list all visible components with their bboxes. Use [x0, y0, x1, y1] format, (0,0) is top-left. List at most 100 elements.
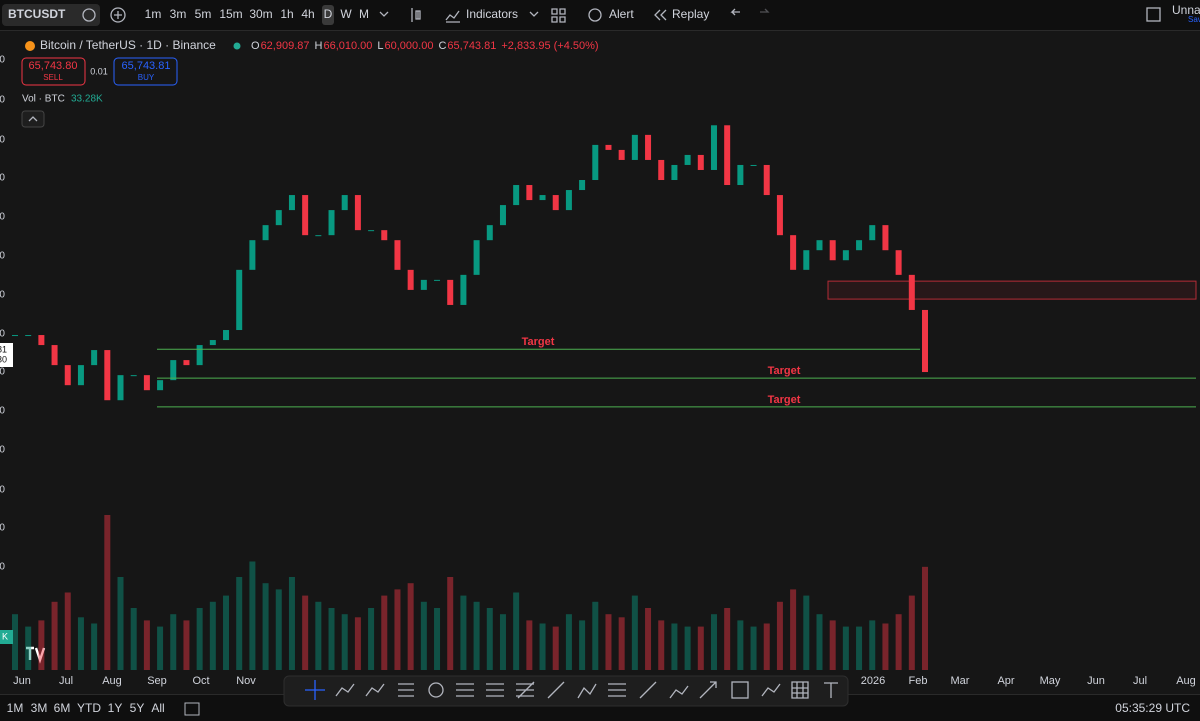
collapse-button[interactable]: [21, 110, 45, 128]
drawing-toolbar: [283, 675, 849, 707]
interval[interactable]: 30m: [249, 7, 272, 21]
volume-bar: [288, 577, 295, 670]
buy-label: BUY: [138, 73, 155, 82]
candle: [526, 185, 533, 201]
candle: [447, 279, 454, 305]
candle: [236, 269, 243, 331]
ohlc-value: 62,909.87: [261, 40, 310, 52]
candle: [684, 154, 691, 165]
replay-icon[interactable]: [654, 9, 667, 21]
interval[interactable]: M: [359, 7, 369, 21]
alert[interactable]: Alert: [609, 7, 634, 21]
volume-bar: [684, 626, 691, 670]
sell-label: SELL: [43, 73, 63, 82]
chevron[interactable]: [529, 11, 539, 17]
x-tick-label: Mar: [951, 675, 970, 687]
candle: [394, 240, 401, 270]
range-button[interactable]: 5Y: [130, 701, 145, 715]
volume-bar: [895, 614, 902, 670]
interval[interactable]: D: [324, 7, 333, 21]
interval[interactable]: 3m: [170, 7, 187, 21]
candle: [631, 134, 638, 160]
interval[interactable]: 1h: [280, 7, 293, 21]
volume-bar: [38, 620, 45, 670]
axis-fragment: 00: [0, 445, 5, 456]
candle: [869, 225, 876, 241]
candle: [341, 195, 348, 211]
target-label: Target: [768, 394, 801, 406]
drawing-tools[interactable]: [305, 680, 838, 700]
range-button[interactable]: 6M: [54, 701, 71, 715]
save-state: Sav: [1188, 15, 1200, 24]
volume-bar: [882, 623, 889, 670]
undo-icon[interactable]: [730, 8, 740, 16]
volume-bar: [605, 614, 612, 670]
interval[interactable]: 15m: [219, 7, 242, 21]
interval[interactable]: W: [340, 7, 352, 21]
x-tick-label: Aug: [1176, 675, 1196, 687]
icon[interactable]: [82, 8, 96, 22]
candle: [895, 250, 902, 275]
symbol-box[interactable]: [2, 4, 100, 26]
x-tick-label: Feb: [909, 675, 928, 687]
range-button[interactable]: 1Y: [108, 701, 123, 715]
volume-bar: [592, 601, 599, 670]
volume-bar: [236, 577, 243, 670]
volume-tag: [0, 630, 13, 644]
candle: [302, 195, 309, 236]
volume-bar: [12, 614, 18, 670]
axis-fragment: 00: [0, 406, 5, 417]
redo-icon[interactable]: [760, 8, 770, 13]
volume-bar: [302, 595, 309, 670]
x-tick-label: Jul: [59, 675, 73, 687]
volume-bar: [763, 623, 770, 670]
volume-bar: [25, 626, 32, 670]
candle: [130, 375, 137, 377]
volume-bar: [710, 614, 717, 670]
target-label: Target: [768, 365, 801, 377]
axis-fragment: 00: [0, 212, 5, 223]
volume-bar: [130, 608, 137, 670]
candle: [592, 144, 599, 181]
interval[interactable]: 4h: [301, 7, 314, 21]
volume-bar: [499, 614, 506, 670]
volume-bar: [631, 595, 638, 670]
volume-bar: [420, 601, 427, 670]
candle-icon[interactable]: [411, 8, 421, 22]
sell-button[interactable]: [21, 57, 86, 86]
candle: [618, 149, 625, 160]
interval[interactable]: 1m: [145, 7, 162, 21]
chevron[interactable]: [379, 11, 389, 17]
volume-bar: [183, 620, 190, 670]
indicator-icon[interactable]: [445, 10, 460, 23]
axis-fragment: 00: [0, 55, 5, 66]
ohlc-label: C: [438, 40, 446, 52]
clock: 05:35:29 UTC: [1115, 701, 1190, 715]
indicators[interactable]: Indicators: [466, 7, 518, 21]
price-tag-text: 81: [0, 344, 7, 354]
quantity: 0.01: [90, 66, 108, 76]
symbol[interactable]: BTCUSDT: [8, 7, 66, 21]
add-icon[interactable]: [110, 7, 126, 23]
layout-icon[interactable]: [551, 8, 566, 23]
interval[interactable]: 5m: [195, 7, 212, 21]
buy-button[interactable]: [113, 57, 178, 86]
range-button[interactable]: YTD: [77, 701, 101, 715]
candle: [499, 205, 506, 226]
candle: [724, 125, 731, 186]
volume-label: Vol · BTC: [22, 94, 65, 105]
range-button[interactable]: All: [151, 701, 164, 715]
layout-name[interactable]: Unna: [1172, 3, 1200, 17]
alert-icon[interactable]: [588, 8, 602, 22]
candle: [64, 365, 71, 386]
range-button[interactable]: 3M: [31, 701, 48, 715]
fullscreen-icon[interactable]: [1146, 7, 1161, 22]
range-button[interactable]: 1M: [7, 701, 24, 715]
volume-bar: [91, 623, 98, 670]
price-tag: [0, 343, 13, 367]
calendar-icon[interactable]: [184, 702, 200, 716]
volume-bar: [143, 620, 150, 670]
volume-bar: [618, 617, 625, 670]
replay[interactable]: Replay: [672, 7, 709, 21]
